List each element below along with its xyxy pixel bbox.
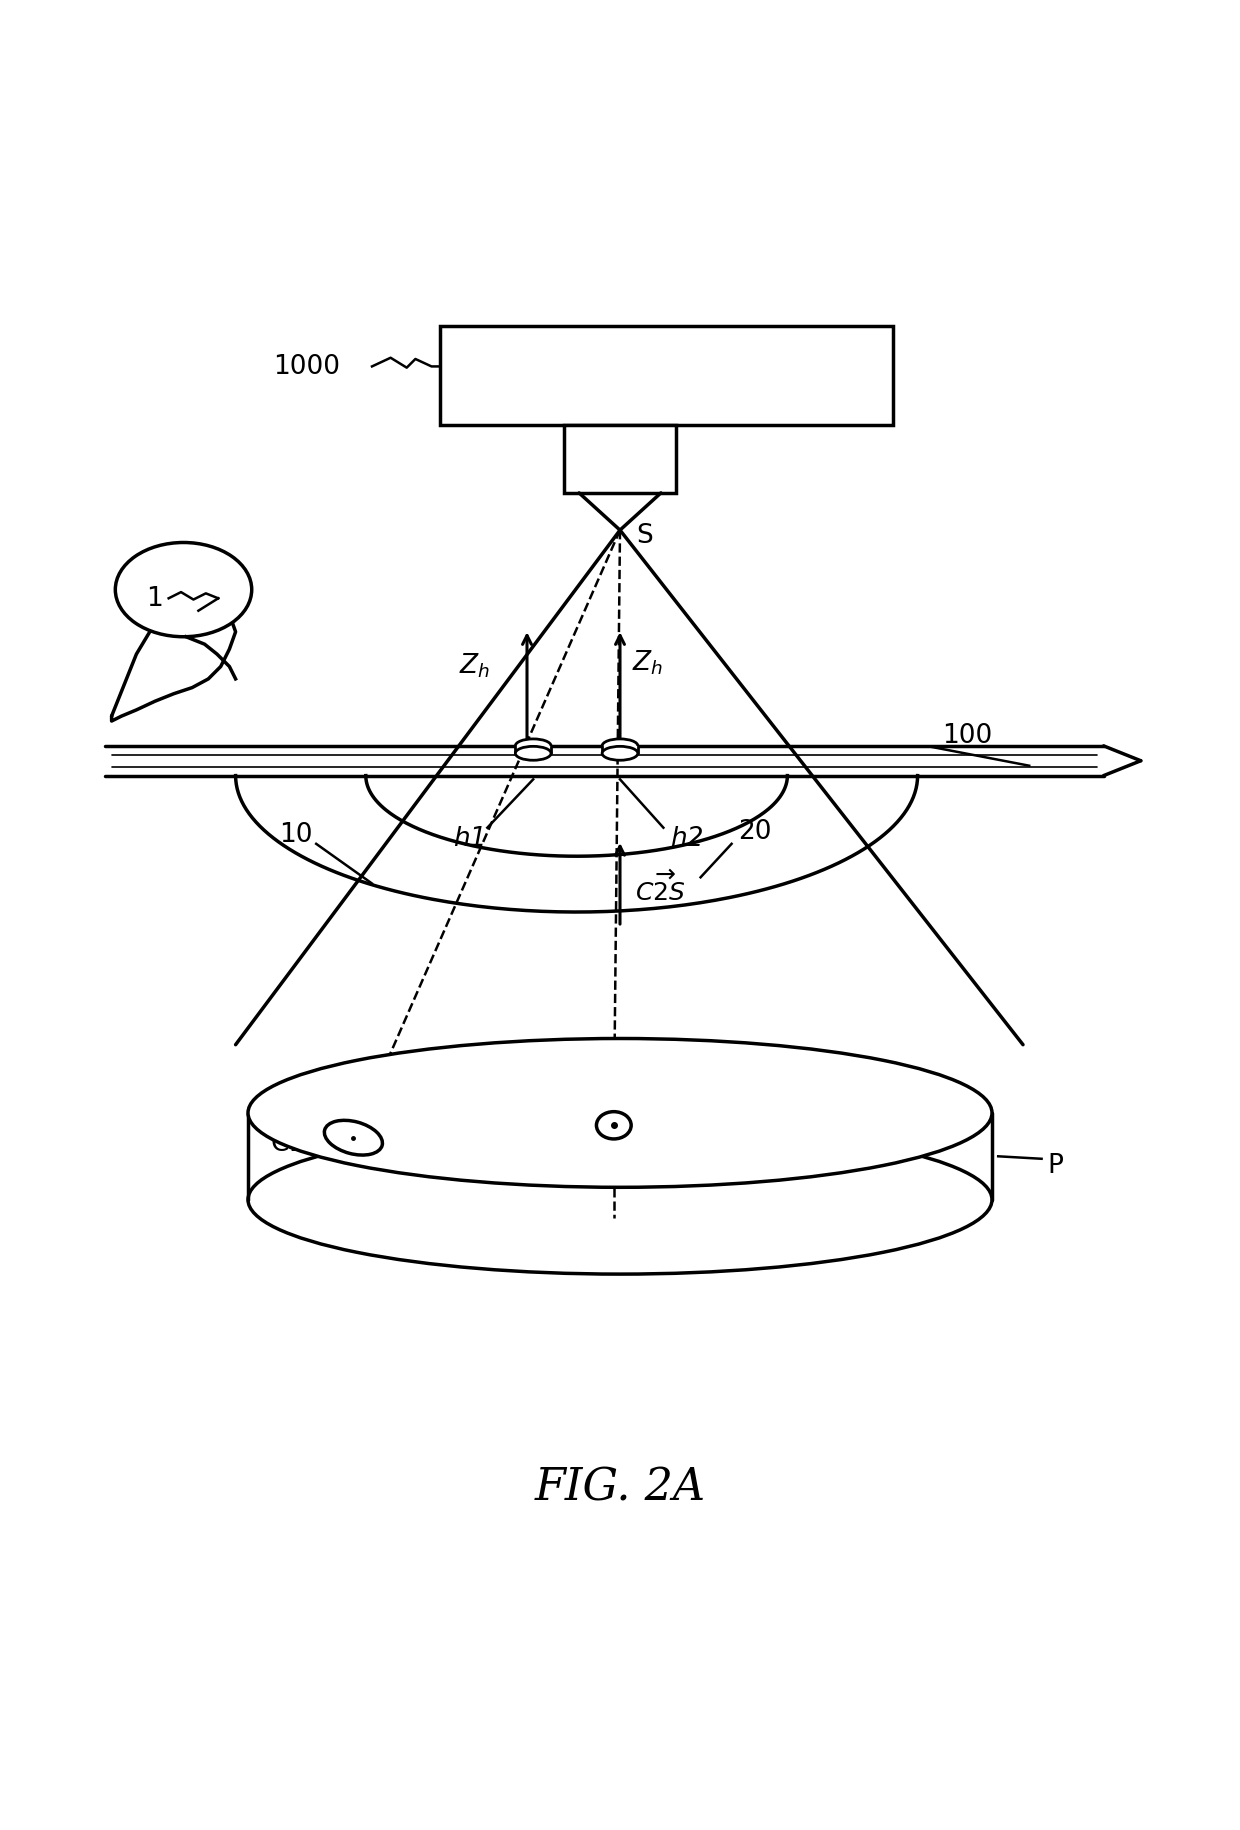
Text: H1: H1: [459, 1158, 496, 1184]
Text: FIG. 2A: FIG. 2A: [534, 1466, 706, 1510]
Ellipse shape: [516, 739, 551, 754]
Ellipse shape: [603, 747, 637, 761]
Ellipse shape: [516, 747, 551, 761]
Bar: [564, 425, 676, 494]
Bar: [440, 326, 893, 425]
Text: 1000: 1000: [273, 355, 340, 381]
Text: h1: h1: [453, 825, 486, 851]
Text: 1: 1: [146, 586, 164, 611]
Text: $Z_h$: $Z_h$: [632, 648, 663, 677]
Text: $Z_h$: $Z_h$: [459, 651, 490, 679]
Text: P: P: [1048, 1153, 1064, 1179]
Text: C1: C1: [270, 1131, 305, 1157]
Text: h2: h2: [670, 825, 703, 851]
Ellipse shape: [603, 739, 637, 754]
Text: S: S: [636, 523, 653, 549]
Text: 100: 100: [942, 723, 993, 748]
Ellipse shape: [325, 1120, 382, 1155]
Text: H2: H2: [531, 1087, 568, 1114]
Ellipse shape: [248, 1039, 992, 1188]
Ellipse shape: [115, 544, 252, 637]
Bar: [516, 747, 551, 754]
Bar: [603, 747, 637, 754]
Text: 20: 20: [738, 820, 771, 845]
Text: 10: 10: [279, 822, 312, 847]
Ellipse shape: [596, 1113, 631, 1140]
Ellipse shape: [248, 1125, 992, 1274]
Text: $\overrightarrow{C2S}$: $\overrightarrow{C2S}$: [635, 869, 686, 906]
Text: C2: C2: [694, 1111, 729, 1136]
